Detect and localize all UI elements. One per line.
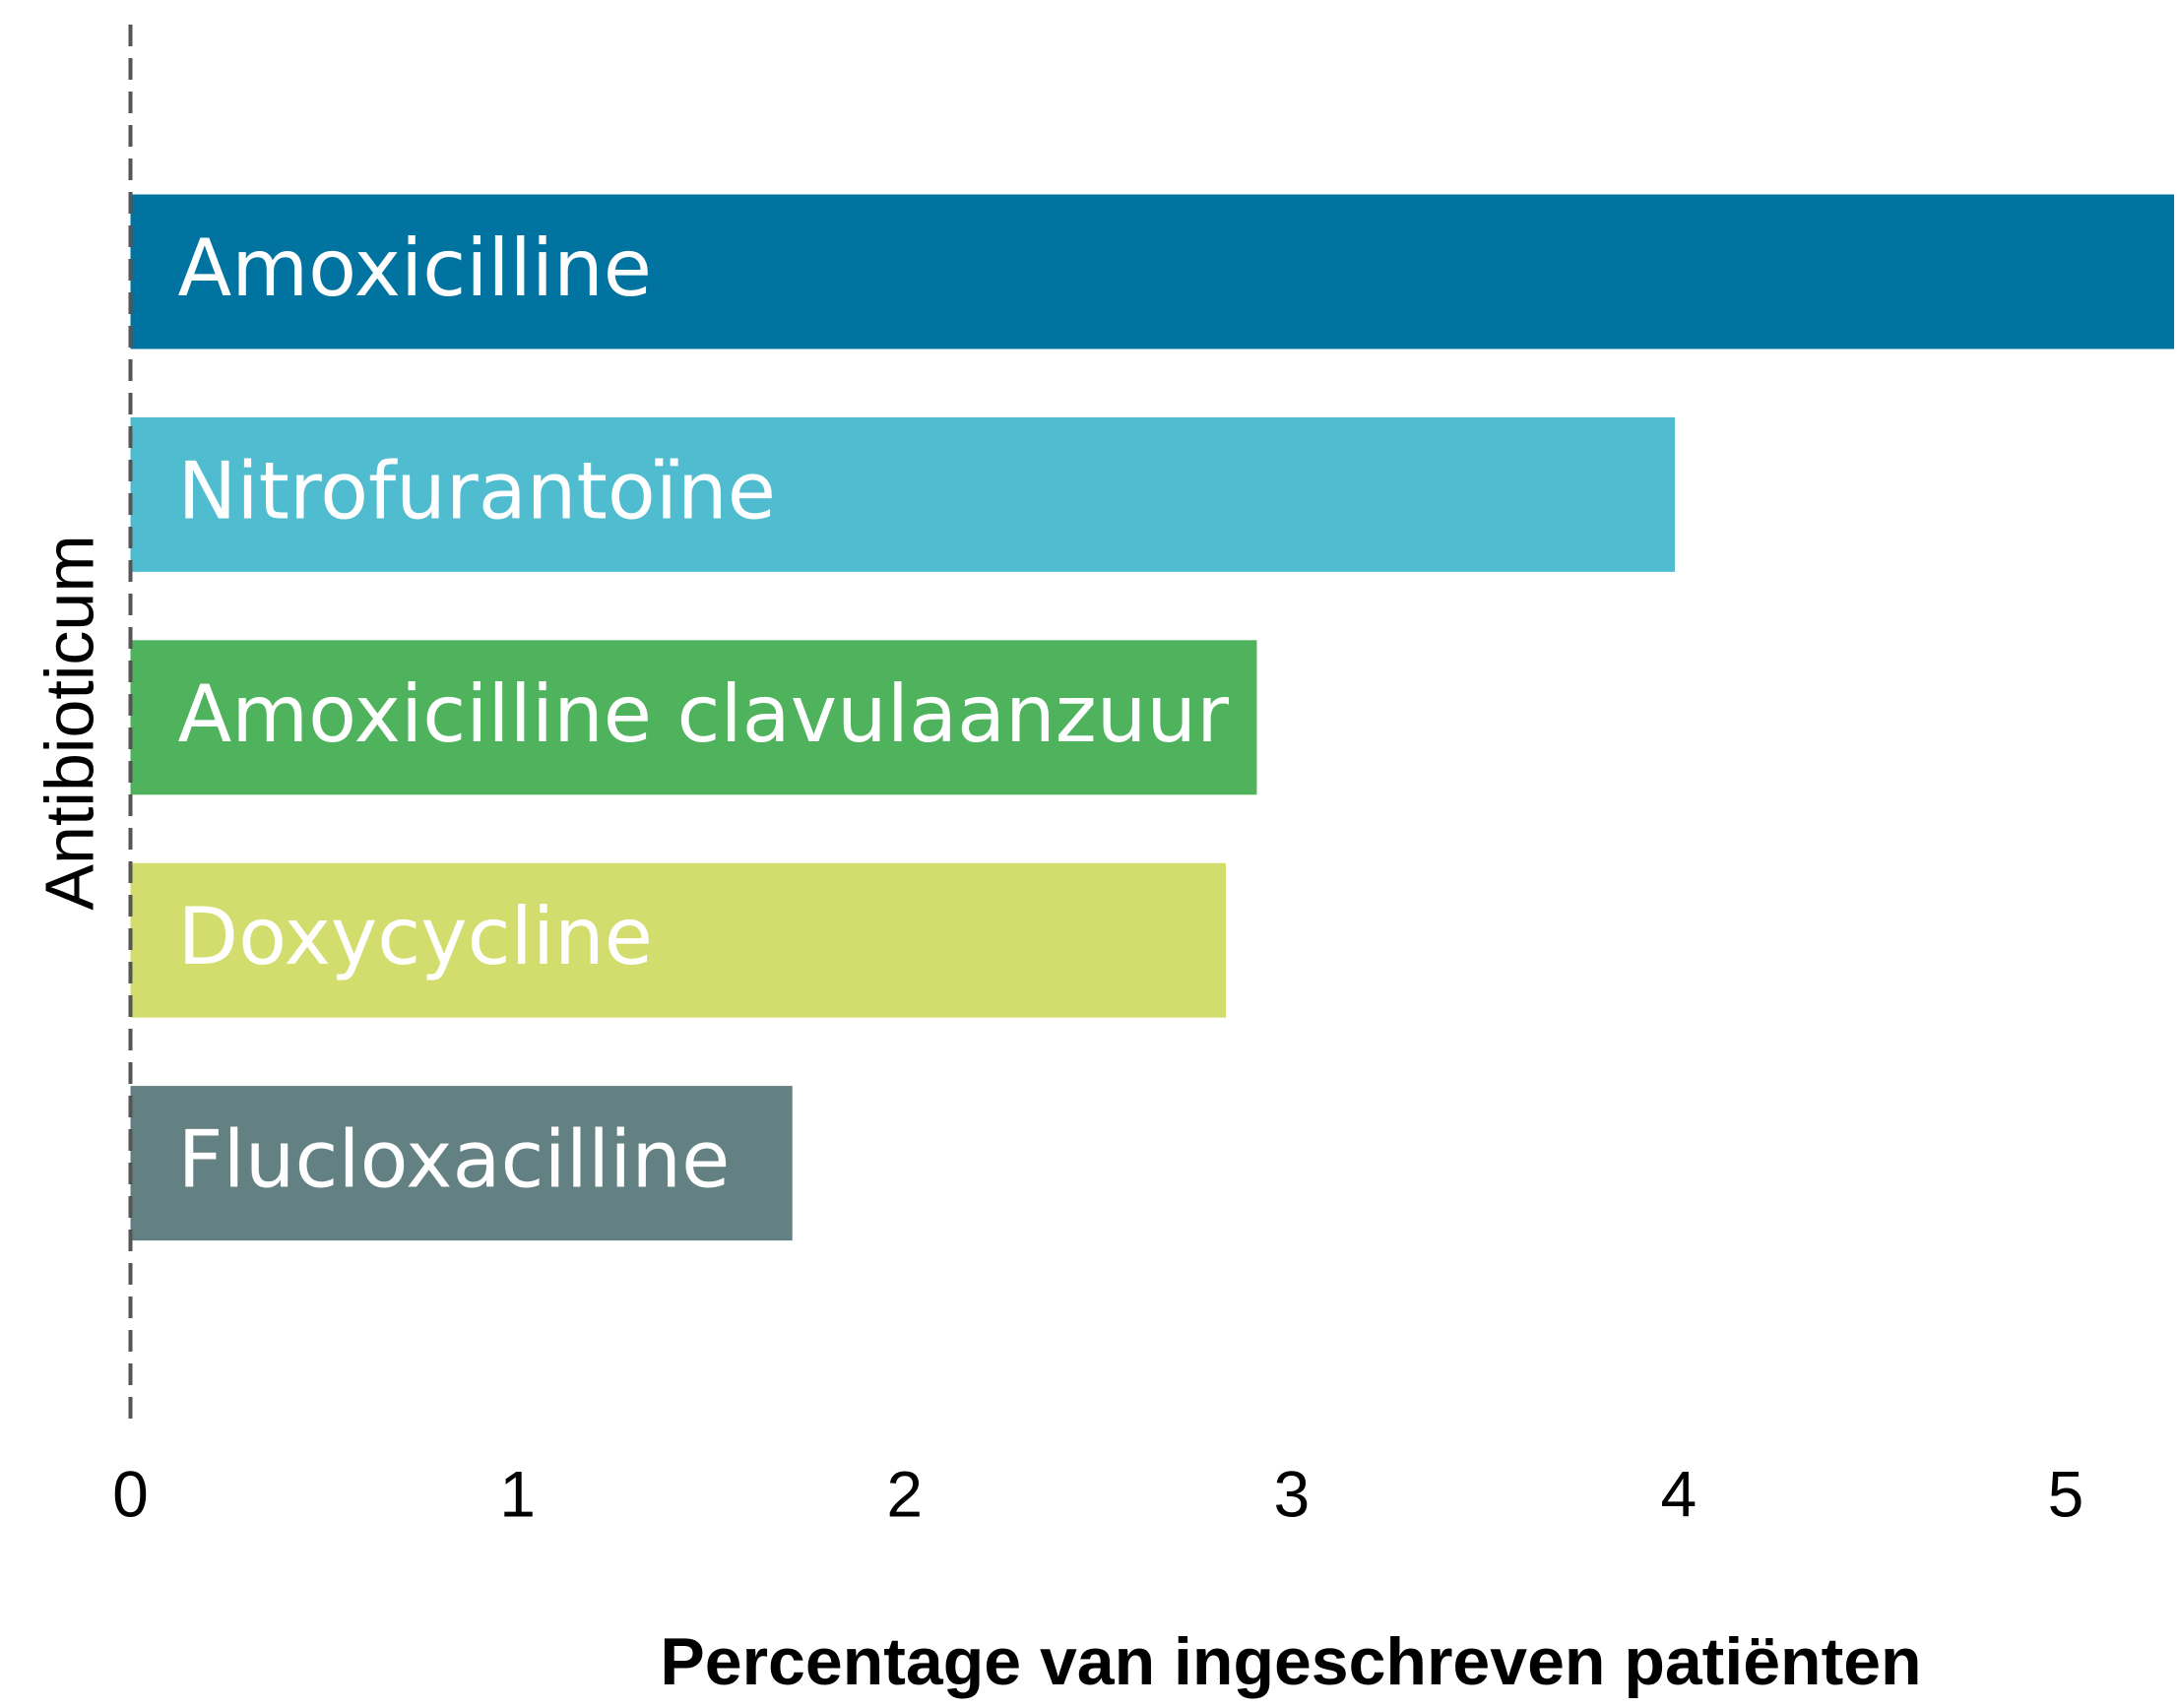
bar-label: Flucloxacilline — [178, 1114, 731, 1206]
bar — [130, 416, 1675, 572]
bar — [130, 1086, 793, 1241]
x-tick-label: 1 — [499, 1457, 536, 1530]
bar-label: Nitrofurantoïne — [178, 445, 776, 537]
x-tick-label: 0 — [112, 1457, 149, 1530]
x-tick-label: 5 — [2048, 1457, 2084, 1530]
x-tick-label: 2 — [886, 1457, 923, 1530]
x-tick-label: 3 — [1273, 1457, 1310, 1530]
bar — [130, 194, 2175, 349]
bar-label: Amoxicilline — [178, 222, 653, 314]
bar-label: Amoxicilline clavulaanzuur — [178, 668, 1230, 760]
bar — [130, 640, 1257, 795]
bar-label: Doxycycline — [178, 891, 653, 982]
x-axis-title: Percentage van ingeschreven patiënten — [660, 1624, 1921, 1699]
x-tick-label: 4 — [1661, 1457, 1698, 1530]
y-axis-title: Antibioticum — [31, 535, 107, 910]
bar — [130, 862, 1226, 1018]
